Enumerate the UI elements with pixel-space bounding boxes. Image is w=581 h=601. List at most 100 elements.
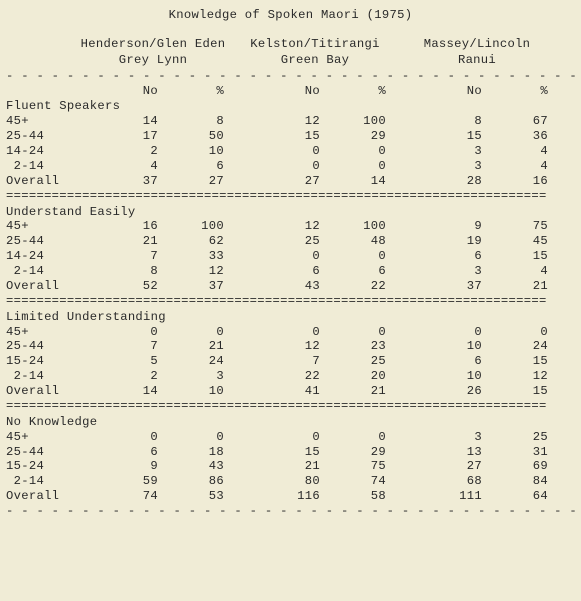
cell-group: 00 [234,430,396,445]
row-label: 45+ [6,430,72,445]
cell-group: 11658 [234,489,396,504]
value-pc: 43 [158,459,224,474]
value-pc: 0 [320,249,386,264]
cell-group: 00 [234,249,396,264]
value-no: 111 [396,489,482,504]
value-pc: 29 [320,445,386,460]
value-pc: 3 [158,369,224,384]
cell-group: 618 [72,445,234,460]
cell-group: 16100 [72,219,234,234]
data-row: 2-148126634 [6,264,575,279]
value-no: 16 [72,219,158,234]
cell-group: 00 [234,144,396,159]
value-no: 43 [234,279,320,294]
row-label: 25-44 [6,445,72,460]
value-pc: 58 [320,489,386,504]
cell-group: 733 [72,249,234,264]
value-pc: 23 [320,339,386,354]
value-pc: 31 [482,445,548,460]
value-pc: 100 [158,219,224,234]
value-pc: 15 [482,384,548,399]
value-pc: 10 [158,144,224,159]
cell-group: 721 [72,339,234,354]
subhead-pc: % [158,84,224,99]
value-pc: 0 [320,144,386,159]
cell-group: 725 [234,354,396,369]
cell-group: 524 [72,354,234,369]
cell-group: 867 [396,114,558,129]
value-pc: 69 [482,459,548,474]
cell-group: 5986 [72,474,234,489]
value-no: 0 [234,159,320,174]
subheader-group: No% [396,84,558,99]
subhead-pc: % [482,84,548,99]
value-no: 9 [72,459,158,474]
value-pc: 0 [158,325,224,340]
col-subheader-0: Grey Lynn [72,53,234,68]
value-pc: 12 [158,264,224,279]
value-no: 59 [72,474,158,489]
cell-group: 00 [234,159,396,174]
data-row: 45+000000 [6,325,575,340]
row-label: Overall [6,489,72,504]
value-no: 21 [72,234,158,249]
cell-group: 1529 [234,129,396,144]
cell-group: 11164 [396,489,558,504]
cell-group: 148 [72,114,234,129]
value-no: 0 [234,249,320,264]
cell-group: 2548 [234,234,396,249]
value-pc: 15 [482,354,548,369]
overall-row: Overall523743223721 [6,279,575,294]
cell-group: 3727 [72,174,234,189]
value-no: 2 [72,144,158,159]
value-pc: 15 [482,249,548,264]
overall-row: Overall74531165811164 [6,489,575,504]
cell-group: 66 [234,264,396,279]
cell-group: 4121 [234,384,396,399]
section-divider: ========================================… [6,399,575,414]
value-pc: 100 [320,114,386,129]
value-pc: 12 [482,369,548,384]
spacer [6,53,72,68]
value-pc: 6 [320,264,386,279]
value-no: 27 [234,174,320,189]
value-pc: 29 [320,129,386,144]
value-pc: 4 [482,144,548,159]
column-header-row: Henderson/Glen EdenKelston/TitirangiMass… [6,37,575,52]
data-row: 45+0000325 [6,430,575,445]
value-no: 15 [234,129,320,144]
value-no: 12 [234,114,320,129]
subheader-group: No% [234,84,396,99]
cell-group: 1750 [72,129,234,144]
cell-group: 34 [396,144,558,159]
section: No Knowledge45+000032525-446181529133115… [6,415,575,504]
value-pc: 6 [158,159,224,174]
row-label: 2-14 [6,369,72,384]
value-pc: 21 [482,279,548,294]
section-title: Understand Easily [6,205,575,220]
value-no: 28 [396,174,482,189]
subhead-no: No [72,84,158,99]
data-row: 2-14598680746884 [6,474,575,489]
cell-group: 1529 [234,445,396,460]
page-title: Knowledge of Spoken Maori (1975) [6,8,575,23]
value-pc: 0 [482,325,548,340]
data-row: 45+1610012100975 [6,219,575,234]
value-pc: 48 [320,234,386,249]
divider: - - - - - - - - - - - - - - - - - - - - … [6,504,575,519]
value-no: 19 [396,234,482,249]
col-header-0: Henderson/Glen Eden [72,37,234,52]
row-label: 15-24 [6,459,72,474]
cell-group: 2615 [396,384,558,399]
value-pc: 25 [482,430,548,445]
cell-group: 943 [72,459,234,474]
value-no: 8 [72,264,158,279]
value-no: 7 [72,249,158,264]
value-no: 0 [234,430,320,445]
section: Limited Understanding45+00000025-4472112… [6,310,575,399]
value-no: 74 [72,489,158,504]
row-label: 25-44 [6,234,72,249]
cell-group: 1012 [396,369,558,384]
cell-group: 1945 [396,234,558,249]
value-no: 2 [72,369,158,384]
